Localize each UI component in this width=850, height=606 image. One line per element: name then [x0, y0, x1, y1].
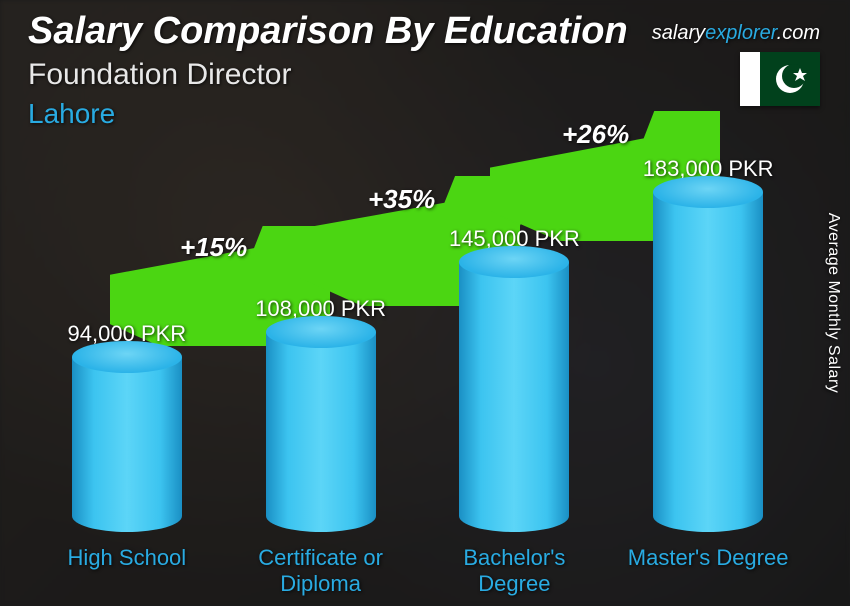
- bar-group-3: 183,000 PKR: [618, 156, 798, 532]
- flag-field-green: [760, 52, 820, 106]
- bars-row: 94,000 PKR 108,000 PKR 145,000 PKR: [30, 130, 805, 532]
- bar-1: [266, 332, 376, 532]
- bar-group-1: 108,000 PKR: [231, 296, 411, 532]
- bar-2: [459, 262, 569, 532]
- flag-stripe-white: [740, 52, 760, 106]
- bar-label-2: Bachelor's Degree: [424, 545, 604, 596]
- flag-crescent-star-icon: [760, 52, 820, 106]
- bar-group-0: 94,000 PKR: [37, 321, 217, 532]
- site-suffix: .com: [777, 22, 820, 44]
- bar-label-3: Master's Degree: [618, 545, 798, 596]
- bar-body-1: [266, 332, 376, 532]
- content-layer: Salary Comparison By Education Foundatio…: [0, 0, 850, 606]
- bar-group-2: 145,000 PKR: [424, 226, 604, 532]
- chart-title: Salary Comparison By Education: [28, 10, 628, 53]
- bar-top-1: [266, 316, 376, 348]
- bar-body-3: [653, 192, 763, 532]
- bar-top-2: [459, 246, 569, 278]
- y-axis-label: Average Monthly Salary: [824, 213, 842, 394]
- bar-label-0: High School: [37, 545, 217, 596]
- site-watermark: salaryexplorer.com: [652, 22, 820, 45]
- bar-top-0: [72, 341, 182, 373]
- chart-subtitle: Foundation Director: [28, 58, 291, 92]
- bar-label-1: Certificate or Diploma: [231, 545, 411, 596]
- country-flag-pakistan: [740, 52, 820, 106]
- chart-location: Lahore: [28, 98, 115, 130]
- site-mid: explorer: [705, 22, 777, 44]
- bar-3: [653, 192, 763, 532]
- bar-body-2: [459, 262, 569, 532]
- chart-area: +15% +35% +26%: [30, 130, 805, 596]
- bar-0: [72, 357, 182, 532]
- bar-top-3: [653, 176, 763, 208]
- site-prefix: salary: [652, 22, 705, 44]
- bar-body-0: [72, 357, 182, 532]
- labels-row: High School Certificate or Diploma Bache…: [30, 545, 805, 596]
